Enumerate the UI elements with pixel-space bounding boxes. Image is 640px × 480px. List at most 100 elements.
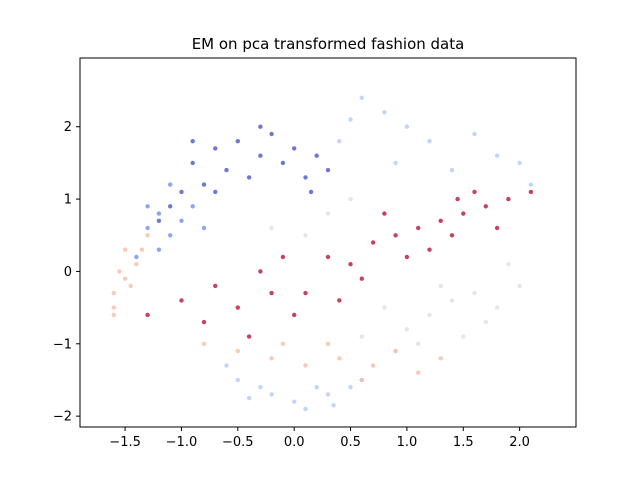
data-point-cluster-5-13 [483, 204, 488, 209]
data-point-cluster-5-6 [325, 254, 331, 260]
data-point-cluster-4-12 [370, 363, 376, 368]
x-tick-label: 2.0 [509, 435, 530, 450]
data-point-cluster-2-5 [258, 385, 263, 390]
data-point-cluster-5-19 [382, 211, 387, 216]
data-point-cluster-0-3 [258, 153, 263, 158]
data-point-cluster-4-0 [111, 290, 117, 296]
data-point-cluster-5-28 [455, 196, 460, 202]
data-point-cluster-5-11 [438, 218, 443, 223]
x-tick-label: 0.5 [340, 435, 361, 450]
data-point-cluster-0-19 [156, 218, 162, 223]
data-point-cluster-3-3 [449, 298, 455, 303]
data-point-cluster-2-19 [348, 117, 353, 122]
data-point-cluster-2-17 [393, 160, 398, 166]
data-point-cluster-4-16 [325, 341, 331, 346]
data-point-cluster-4-13 [393, 348, 398, 354]
data-point-cluster-4-7 [117, 269, 122, 274]
data-point-cluster-2-8 [314, 385, 319, 390]
points-layer [111, 95, 534, 412]
data-point-cluster-4-20 [139, 247, 145, 252]
data-point-cluster-3-17 [517, 283, 522, 289]
data-point-cluster-3-15 [483, 319, 488, 325]
data-point-cluster-4-15 [201, 341, 207, 346]
data-point-cluster-0-13 [246, 175, 252, 180]
data-point-cluster-2-3 [325, 392, 331, 397]
data-point-cluster-4-19 [280, 341, 286, 346]
data-point-cluster-1-7 [145, 204, 150, 209]
data-point-cluster-4-6 [128, 283, 133, 289]
data-point-cluster-5-27 [359, 276, 364, 281]
data-point-cluster-5-9 [393, 233, 398, 238]
data-point-cluster-5-29 [269, 290, 274, 296]
y-tick-label: −1 [53, 337, 72, 352]
data-point-cluster-5-15 [427, 247, 432, 252]
x-axis: −1.5 −1.0 −0.5 0.0 0.5 1.0 1.5 2.0 [109, 427, 530, 450]
data-point-cluster-5-5 [303, 290, 308, 296]
y-tick-label: 1 [64, 193, 72, 208]
data-point-cluster-0-6 [314, 153, 319, 158]
data-point-cluster-0-2 [235, 139, 240, 144]
data-point-cluster-5-22 [292, 312, 297, 318]
data-point-cluster-0-5 [303, 175, 308, 180]
data-point-cluster-5-20 [201, 319, 207, 325]
data-point-cluster-2-20 [246, 395, 252, 401]
data-point-cluster-0-10 [269, 131, 274, 137]
data-point-cluster-0-7 [201, 182, 207, 187]
data-point-cluster-2-12 [404, 124, 410, 129]
data-point-cluster-1-6 [190, 204, 195, 209]
data-point-cluster-3-16 [269, 225, 274, 231]
data-point-cluster-0-18 [308, 189, 314, 195]
data-point-cluster-2-6 [303, 406, 308, 412]
data-point-cluster-4-9 [269, 356, 274, 361]
data-point-cluster-5-2 [235, 305, 240, 310]
data-point-cluster-5-25 [494, 225, 500, 231]
data-point-cluster-3-0 [382, 305, 387, 310]
data-point-cluster-4-18 [438, 356, 443, 361]
data-point-cluster-4-2 [134, 262, 139, 267]
data-point-cluster-4-5 [145, 233, 150, 238]
data-point-cluster-0-17 [258, 124, 263, 129]
data-point-cluster-1-1 [156, 211, 162, 216]
data-point-cluster-3-10 [303, 233, 308, 238]
data-point-cluster-5-3 [258, 269, 263, 274]
data-point-cluster-1-0 [145, 225, 150, 231]
data-point-cluster-3-4 [472, 290, 477, 296]
data-point-cluster-4-14 [416, 370, 421, 375]
data-point-cluster-5-26 [528, 189, 534, 195]
data-point-cluster-2-10 [337, 139, 342, 144]
x-tick-label: −1.0 [166, 435, 198, 450]
data-point-cluster-5-24 [145, 312, 150, 318]
data-point-cluster-2-16 [517, 160, 522, 166]
data-point-cluster-4-4 [122, 247, 128, 252]
data-point-cluster-2-2 [292, 399, 297, 404]
data-point-cluster-2-13 [359, 95, 364, 101]
y-tick-label: −2 [53, 410, 72, 425]
data-point-cluster-0-4 [280, 160, 286, 166]
data-point-cluster-0-15 [213, 189, 218, 195]
data-point-cluster-1-5 [156, 247, 162, 252]
data-point-cluster-2-18 [427, 139, 432, 144]
data-point-cluster-5-10 [416, 225, 421, 231]
data-point-cluster-3-2 [427, 312, 432, 318]
data-point-cluster-4-17 [359, 377, 364, 383]
data-point-cluster-0-11 [292, 146, 297, 151]
data-point-cluster-2-11 [382, 110, 387, 115]
data-point-cluster-2-22 [472, 131, 477, 137]
y-tick-label: 2 [64, 120, 72, 135]
x-tick-label: −1.5 [109, 435, 141, 450]
data-point-cluster-4-3 [111, 305, 117, 310]
x-tick-label: 0.0 [284, 435, 305, 450]
data-point-cluster-0-1 [213, 146, 218, 151]
data-point-cluster-3-12 [506, 262, 511, 267]
x-tick-label: 1.5 [453, 435, 474, 450]
chart-title: EM on pca transformed fashion data [192, 35, 465, 53]
data-point-cluster-0-16 [190, 139, 195, 144]
y-tick-label: 0 [64, 265, 72, 280]
data-point-cluster-3-9 [325, 211, 331, 216]
data-point-cluster-2-7 [224, 363, 229, 368]
data-point-cluster-4-1 [122, 276, 128, 281]
data-point-cluster-0-0 [190, 160, 195, 166]
data-point-cluster-5-8 [370, 240, 376, 245]
